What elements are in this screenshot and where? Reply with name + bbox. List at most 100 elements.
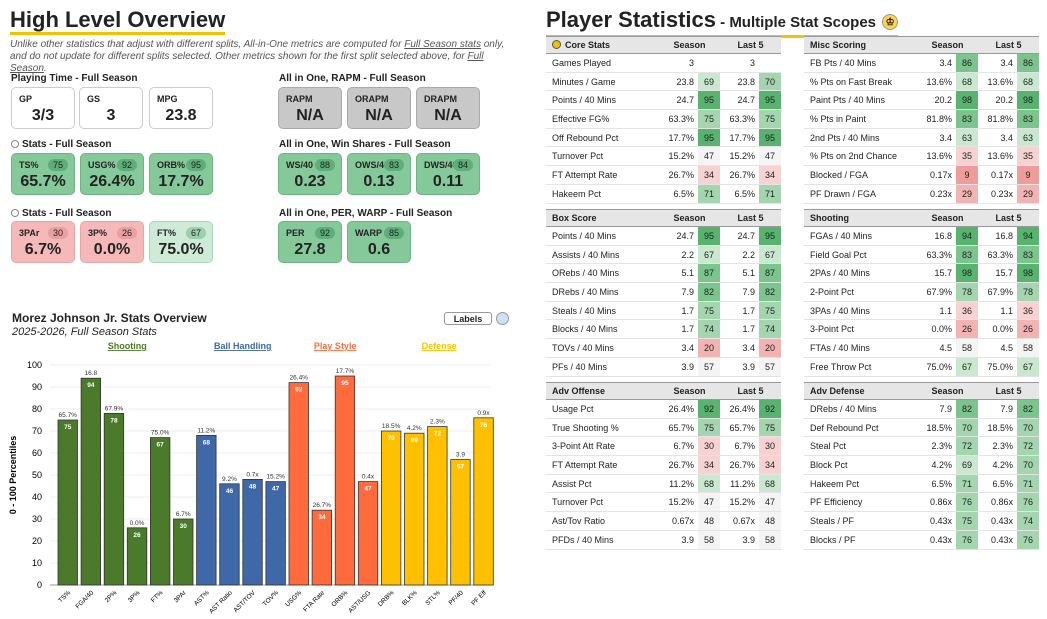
section-playing-time: Playing Time - Full Season xyxy=(11,73,138,84)
x-tick-label: AST/TOV xyxy=(232,589,257,614)
stat-percentile: 67 xyxy=(698,245,720,265)
stat-value: 63.3% xyxy=(917,245,956,265)
stat-value: 4.5 xyxy=(978,338,1017,358)
stat-value: 3.4 xyxy=(917,128,956,148)
stat-name: Block Pct xyxy=(804,455,917,475)
stat-name: PFs / 40 Mins xyxy=(546,357,659,377)
stat-percentile: 75 xyxy=(698,301,720,321)
stat-percentile: 9 xyxy=(956,165,978,185)
bar-pf-40 xyxy=(450,459,471,586)
stat-value: 7.9 xyxy=(720,282,759,302)
stat-name: Minutes / Game xyxy=(546,72,659,92)
stat-value: 20.2 xyxy=(978,90,1017,111)
stat-value: 26.7% xyxy=(720,165,759,185)
table-row: PFs / 40 Mins 3.9 57 3.9 57 xyxy=(546,357,781,377)
stat-percentile: 92 xyxy=(759,399,781,419)
stat-percentile: 75 xyxy=(759,301,781,321)
stat-value: 2.2 xyxy=(720,245,759,265)
section-stats-1[interactable]: Stats - Full Season xyxy=(11,139,111,150)
stat-name: Off Rebound Pct xyxy=(546,128,659,148)
stat-percentile: 69 xyxy=(956,455,978,475)
stat-value: 23.8 xyxy=(659,72,698,92)
stat-value: 1.1 xyxy=(978,301,1017,321)
stat-value: 24.7 xyxy=(659,226,698,246)
bar-stl- xyxy=(427,426,448,586)
table-row: Games Played 3 3 xyxy=(546,53,781,73)
stat-percentile: 94 xyxy=(1017,226,1039,246)
stat-name: Effective FG% xyxy=(546,109,659,129)
radio-icon[interactable] xyxy=(11,209,19,217)
bar-orb- xyxy=(334,375,356,586)
radio-icon[interactable] xyxy=(11,140,19,148)
stat-name: ORebs / 40 Mins xyxy=(546,263,659,284)
stat-value: 3.4 xyxy=(659,338,698,358)
stat-percentile: 82 xyxy=(956,399,978,419)
stat-percentile: 67 xyxy=(759,245,781,265)
stat-name: Points / 40 Mins xyxy=(546,226,659,246)
bar-value-label: 6.7% xyxy=(176,511,191,518)
stat-name: FT Attempt Rate xyxy=(546,455,659,475)
labels-button[interactable]: Labels xyxy=(444,312,492,325)
stat-percentile: 20 xyxy=(759,338,781,358)
stat-name: Ast/Tov Ratio xyxy=(546,511,659,531)
bar-percentile-label: 70 xyxy=(388,435,396,442)
stat-name: Turnover Pct xyxy=(546,146,659,167)
stat-value: 26.7% xyxy=(659,165,698,185)
table-row: DRebs / 40 Mins 7.9 82 7.9 82 xyxy=(546,282,781,302)
stat-percentile: 57 xyxy=(698,357,720,377)
card-value: 0.0% xyxy=(93,241,131,258)
bar-percentile-label: 30 xyxy=(180,523,188,530)
stat-percentile: 35 xyxy=(1017,146,1039,167)
stat-value: 0.43x xyxy=(978,530,1017,550)
stat-name: Field Goal Pct xyxy=(804,245,917,265)
stat-percentile: 63 xyxy=(1017,128,1039,148)
x-tick-label: ORB% xyxy=(330,589,349,608)
bar-percentile-label: 34 xyxy=(318,514,326,521)
stat-value: 13.6% xyxy=(917,72,956,92)
stat-percentile: 20 xyxy=(698,338,720,358)
bar-value-label: 75.0% xyxy=(151,430,170,437)
stat-card-3par: 3PAr 6.7% 30 xyxy=(11,221,75,263)
stat-value: 1.1 xyxy=(917,301,956,321)
stat-percentile: 34 xyxy=(698,455,720,475)
season-header: Season xyxy=(659,382,720,400)
stat-name: FTAs / 40 Mins xyxy=(804,338,917,358)
bar-2p- xyxy=(103,413,125,586)
bar-percentile-label: 95 xyxy=(341,380,349,387)
card-value: 3 xyxy=(106,107,116,124)
stat-card-ows-40: OWS/40 0.13 83 xyxy=(347,153,411,195)
season-header: Season xyxy=(659,209,720,227)
stat-percentile: 67 xyxy=(956,357,978,377)
bar-value-label: 0.9x xyxy=(477,410,490,417)
bar-ast- xyxy=(196,435,217,586)
stat-value: 24.7 xyxy=(720,90,759,111)
stat-name: Paint Pts / 40 Mins xyxy=(804,90,917,111)
last5-header: Last 5 xyxy=(720,36,781,54)
card-label: GS xyxy=(87,94,101,104)
stat-name: Assists / 40 Mins xyxy=(546,245,659,265)
stat-card-ws-40: WS/40 0.23 88 xyxy=(278,153,342,195)
stat-value: 63.3% xyxy=(720,109,759,129)
table-row: Assists / 40 Mins 2.2 67 2.2 67 xyxy=(546,245,781,265)
stat-percentile: 95 xyxy=(759,226,781,246)
stat-card-mpg: MPG 23.8 xyxy=(149,87,213,129)
stat-value: 3.9 xyxy=(720,530,759,550)
card-percentile: 95 xyxy=(185,159,206,171)
bar-percentile-label: 26 xyxy=(133,532,141,539)
table-header: Adv Defense xyxy=(804,382,917,400)
stat-value: 20.2 xyxy=(917,90,956,111)
stat-value: 6.5% xyxy=(659,184,698,204)
stat-percentile: 34 xyxy=(698,165,720,185)
labels-toggle[interactable] xyxy=(496,312,509,325)
stat-percentile: 98 xyxy=(1017,263,1039,284)
card-percentile: 88 xyxy=(314,159,335,171)
stat-name: Usage Pct xyxy=(546,399,659,419)
stat-percentile: 48 xyxy=(698,511,720,531)
section-stats-2[interactable]: Stats - Full Season xyxy=(11,208,111,219)
card-label: 3PAr xyxy=(19,228,40,238)
table-row: PFDs / 40 Mins 3.9 58 3.9 58 xyxy=(546,530,781,550)
table-shooting: Shooting Season Last 5 FGAs / 40 Mins 16.8 94… xyxy=(804,209,1039,377)
stat-value: 15.7 xyxy=(978,263,1017,284)
x-tick-label: 3P% xyxy=(127,589,142,604)
table-row: Blocked / FGA 0.17x 9 0.17x 9 xyxy=(804,165,1039,185)
